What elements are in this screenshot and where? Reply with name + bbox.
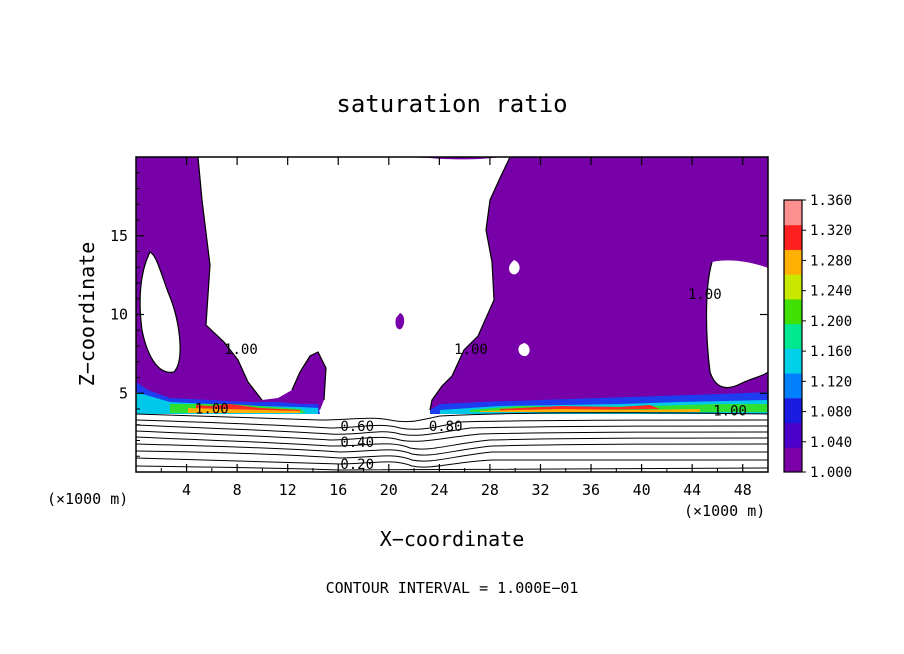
x-axis: 4 8 12 16 20 24 28 32 36 40 44 48	[160, 157, 752, 499]
colorbar-swatch	[784, 373, 802, 399]
y-tick-label: 15	[110, 227, 128, 245]
x-tick-label: 20	[380, 481, 398, 499]
colorbar-swatch	[784, 348, 802, 374]
colorbar-tick-label: 1.240	[810, 284, 852, 300]
supersaturated-region-left	[136, 157, 326, 410]
x-tick-label: 32	[531, 481, 549, 499]
x-tick-label: 40	[633, 481, 651, 499]
colorbar-tick-label: 1.000	[810, 465, 852, 481]
contour-label: 0.60	[340, 419, 374, 435]
contour-label: 1.00	[713, 403, 747, 419]
colorbar-tick-label: 1.360	[810, 193, 852, 209]
colorbar-swatch	[784, 323, 802, 349]
x-tick-label: 4	[182, 481, 191, 499]
x-unit-right: (×1000 m)	[684, 502, 765, 520]
colorbar-swatch	[784, 447, 802, 473]
colorbar-tick-label: 1.080	[810, 405, 852, 421]
x-tick-label: 44	[683, 481, 701, 499]
band-right-orange	[480, 409, 700, 412]
contour-interval-note: CONTOUR INTERVAL = 1.000E−01	[326, 579, 579, 597]
colorbar: 1.000 1.040 1.080 1.120 1.160 1.200 1.240 1.280…	[783, 193, 852, 481]
x-tick-label: 12	[279, 481, 297, 499]
contour-label: 0.20	[340, 457, 374, 473]
contour-label: 1.00	[688, 287, 722, 303]
x-unit-left: (×1000 m)	[47, 490, 128, 508]
x-tick-label: 8	[233, 481, 242, 499]
colorbar-tick-label: 1.200	[810, 314, 852, 330]
contour-label: 0.40	[340, 435, 374, 451]
x-tick-label: 48	[734, 481, 752, 499]
contour-lines-low	[136, 412, 768, 471]
colorbar-tick-label: 1.320	[810, 223, 852, 239]
contour-labels: 1.00 1.00 1.00 1.00 1.00 0.60 0.80 0.40 0.20	[195, 287, 747, 473]
colorbar-tick-label: 1.120	[810, 374, 852, 390]
colorbar-swatch	[784, 224, 802, 250]
colorbar-swatch	[784, 274, 802, 300]
contour-label: 1.00	[454, 342, 488, 358]
colorbar-swatch	[784, 249, 802, 275]
colorbar-swatch	[784, 200, 802, 226]
chart-title: saturation ratio	[336, 90, 567, 118]
supersaturated-blob	[395, 313, 405, 330]
colorbar-tick-label: 1.160	[810, 344, 852, 360]
x-tick-label: 24	[430, 481, 448, 499]
colorbar-swatch	[784, 397, 802, 424]
plot-area	[136, 157, 768, 472]
x-tick-label: 36	[582, 481, 600, 499]
colorbar-swatch	[784, 422, 802, 448]
contour-label: 0.80	[429, 419, 463, 435]
band-left-orange	[188, 408, 300, 413]
y-axis-label: Z−coordinate	[75, 242, 99, 387]
colorbar-frame	[783, 199, 803, 473]
y-tick-label: 10	[110, 306, 128, 324]
y-axis: 5 10 15	[110, 172, 768, 457]
contour-1-00	[139, 157, 768, 411]
x-tick-label: 28	[481, 481, 499, 499]
colorbar-swatch	[784, 298, 802, 325]
colorbar-tick-label: 1.280	[810, 253, 852, 269]
x-axis-label: X−coordinate	[380, 527, 525, 551]
x-tick-label: 16	[329, 481, 347, 499]
contour-label: 1.00	[195, 402, 229, 418]
colorbar-tick-label: 1.040	[810, 435, 852, 451]
supersaturated-region-right	[430, 157, 768, 410]
contour-label: 1.00	[224, 342, 258, 358]
y-tick-label: 5	[119, 384, 128, 402]
